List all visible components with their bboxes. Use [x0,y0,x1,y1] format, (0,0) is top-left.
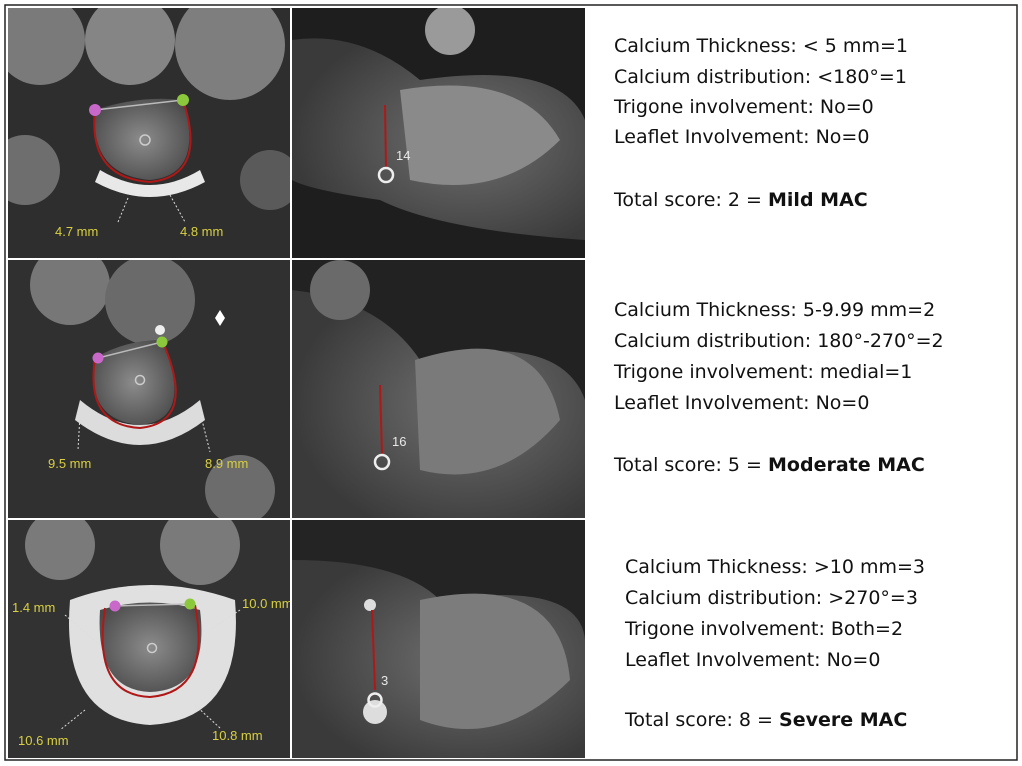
measurement-label: 8.9 mm [205,456,248,471]
measurement-label: 10.6 mm [18,733,69,748]
total-label: Total score: 8 = [624,709,773,731]
grade: Mild MAC [768,189,868,211]
ct-short-axis: 4.7 mm 4.8 mm [8,8,290,258]
score-line: Calcium distribution: <180°=1 [614,66,907,88]
total-score: Total score: 5 = Moderate MAC [613,454,925,476]
ct-short-axis: 9.5 mm 8.9 mm [8,260,290,518]
ct-long-axis: 3 [292,520,585,758]
measurement-label: 3 [381,673,388,688]
total-label: Total score: 5 = [613,454,762,476]
measurement-label: 16 [392,434,406,449]
score-line: Trigone involvement: medial=1 [613,361,912,383]
score-line: Leaflet Involvement: No=0 [614,126,869,148]
measurement-label: 4.7 mm [55,224,98,239]
ct-short-axis: 1.4 mm 10.0 mm 10.6 mm 10.8 mm [8,520,293,758]
score-line: Leaflet Involvement: No=0 [625,649,880,671]
score-line: Trigone involvement: Both=2 [624,618,903,640]
total-score: Total score: 8 = Severe MAC [624,709,907,731]
measurement-label: 4.8 mm [180,224,223,239]
score-panel: Calcium Thickness: < 5 mm=1 Calcium dist… [613,35,944,731]
measurement-label: 1.4 mm [12,600,55,615]
score-line: Trigone involvement: No=0 [613,96,874,118]
score-line: Calcium Thickness: < 5 mm=1 [614,35,908,57]
score-line: Calcium distribution: >270°=3 [625,587,918,609]
ct-long-axis: 14 [292,8,585,258]
measurement-label: 9.5 mm [48,456,91,471]
grade: Moderate MAC [768,454,925,476]
score-line: Calcium Thickness: 5-9.99 mm=2 [614,299,935,321]
score-line: Leaflet Involvement: No=0 [614,392,869,414]
grade: Severe MAC [779,709,907,731]
score-line: Calcium distribution: 180°-270°=2 [614,330,944,352]
total-score: Total score: 2 = Mild MAC [613,189,868,211]
score-line: Calcium Thickness: >10 mm=3 [625,556,925,578]
measurement-label: 14 [396,148,410,163]
ct-long-axis: 16 [292,260,585,518]
measurement-label: 10.8 mm [212,728,263,743]
total-label: Total score: 2 = [613,189,762,211]
measurement-label: 10.0 mm [242,596,293,611]
